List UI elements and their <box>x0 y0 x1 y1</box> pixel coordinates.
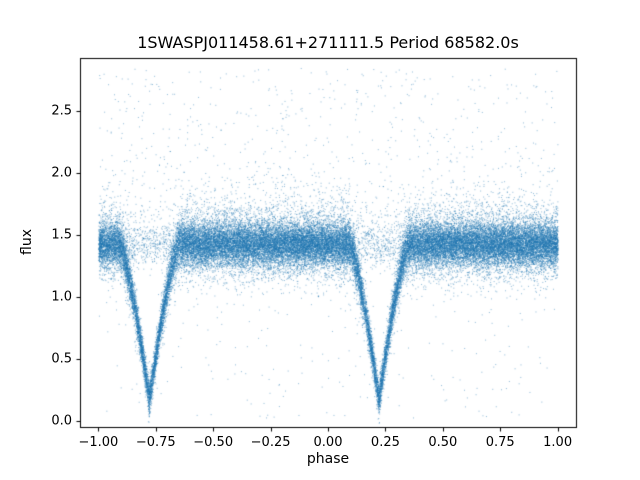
y-tick-label: 0.0 <box>51 413 72 429</box>
x-tick-label: 0.00 <box>313 435 343 450</box>
x-tick-label: 1.00 <box>543 435 573 450</box>
x-tick-label: −0.75 <box>135 435 176 450</box>
x-tick-label: −1.00 <box>78 435 119 450</box>
x-tick-label: 0.25 <box>370 435 400 450</box>
x-tick-label: −0.25 <box>250 435 291 450</box>
y-axis-label: flux <box>19 229 35 255</box>
chart-title: 1SWASPJ011458.61+271111.5 Period 68582.0… <box>137 33 519 52</box>
x-tick-label: 0.50 <box>428 435 458 450</box>
y-tick-label: 2.0 <box>51 165 72 181</box>
x-tick-label: 0.75 <box>485 435 515 450</box>
y-tick-label: 2.5 <box>51 103 72 119</box>
x-tick-label: −0.50 <box>193 435 234 450</box>
y-tick-label: 1.5 <box>51 227 72 243</box>
y-tick-label: 1.0 <box>51 289 72 305</box>
x-axis-label: phase <box>306 451 350 467</box>
y-tick-label: 0.5 <box>51 351 72 367</box>
